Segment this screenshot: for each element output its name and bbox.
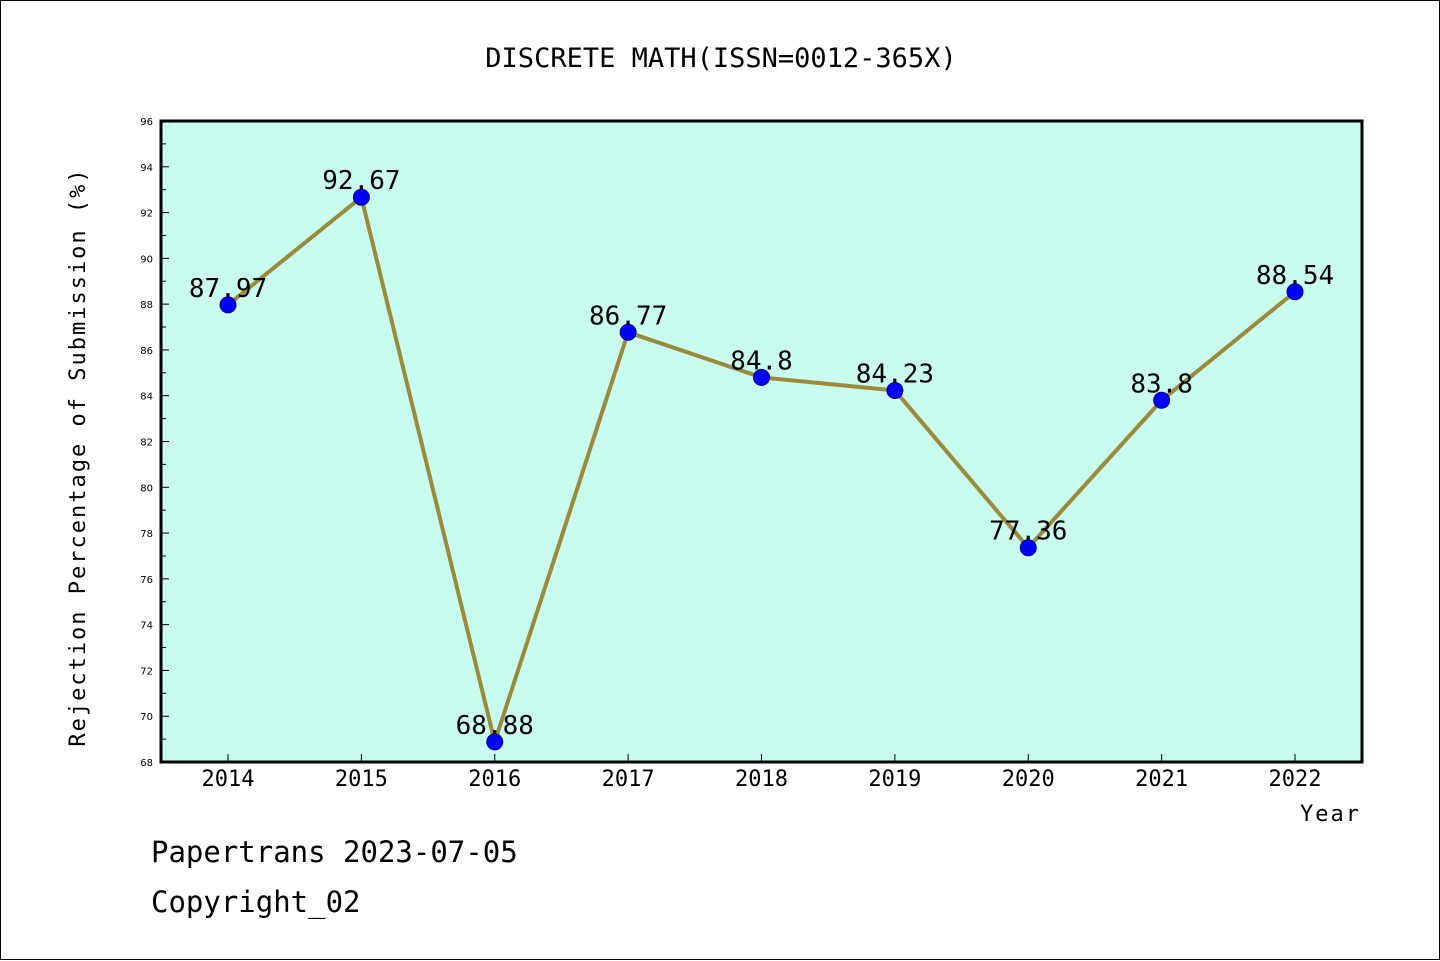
chart-title: DISCRETE MATH(ISSN=0012-365X) [485,43,956,74]
x-axis-label: Year [1300,802,1361,827]
y-axis-label: Rejection Percentage of Submission (%) [66,167,91,746]
x-tick-label: 2022 [1269,767,1322,792]
data-point [1286,283,1304,301]
y-tick-label: 70 [140,712,153,723]
plot-area [161,121,1362,762]
footer-date-line: Papertrans 2023-07-05 [151,835,518,869]
x-tick-label: 2017 [602,767,655,792]
x-tick-label: 2014 [202,767,255,792]
y-tick-label: 78 [140,529,153,540]
y-axis-ticks: 68 70 72 74 76 78 80 82 84 86 88 90 92 94 96 [140,117,169,769]
y-tick-label: 82 [140,438,153,449]
y-tick-label: 68 [140,758,153,769]
plot-border [159,119,1364,764]
y-tick-label: 74 [140,621,153,632]
data-label: 84.8 [730,346,793,376]
y-tick-label: 80 [140,483,153,494]
data-label: 86.77 [589,301,667,331]
data-label: 87.97 [189,274,267,304]
data-label: 83.8 [1130,369,1193,399]
data-point [1153,391,1171,409]
data-point [352,188,370,206]
y-tick-label: 96 [140,117,153,128]
x-tick-label: 2018 [735,767,788,792]
data-label: 84.23 [856,359,934,389]
x-tick-label: 2021 [1135,767,1188,792]
y-tick-label: 86 [140,346,153,357]
data-label: 92.67 [322,166,400,196]
y-tick-label: 72 [140,666,153,677]
data-point [753,368,770,386]
y-tick-label: 94 [140,163,153,174]
data-label: 77.36 [989,517,1067,547]
data-point [619,323,637,341]
x-tick-label: 2019 [868,767,921,792]
y-tick-label: 84 [140,392,153,403]
data-point [219,296,237,314]
y-tick-label: 90 [140,254,153,265]
x-axis-ticks: 2014 2015 2016 2017 2018 2019 2020 2021 2022 [202,754,1322,792]
y-tick-label: 92 [140,209,153,220]
y-tick-label: 88 [140,300,153,311]
x-tick-label: 2016 [468,767,521,792]
x-tick-label: 2015 [335,767,388,792]
data-markers [219,188,1304,751]
data-labels: 87.97 92.67 68.88 86.77 84.8 84.23 77.36 83.8 88… [189,166,1334,741]
data-point [1019,539,1037,557]
x-tick-label: 2020 [1002,767,1055,792]
y-tick-label: 76 [140,575,153,586]
data-label: 88.54 [1256,261,1334,291]
footer-copyright-line: Copyright_02 [151,885,361,919]
data-label: 68.88 [456,711,534,741]
data-point [886,381,904,399]
data-point [486,733,504,751]
